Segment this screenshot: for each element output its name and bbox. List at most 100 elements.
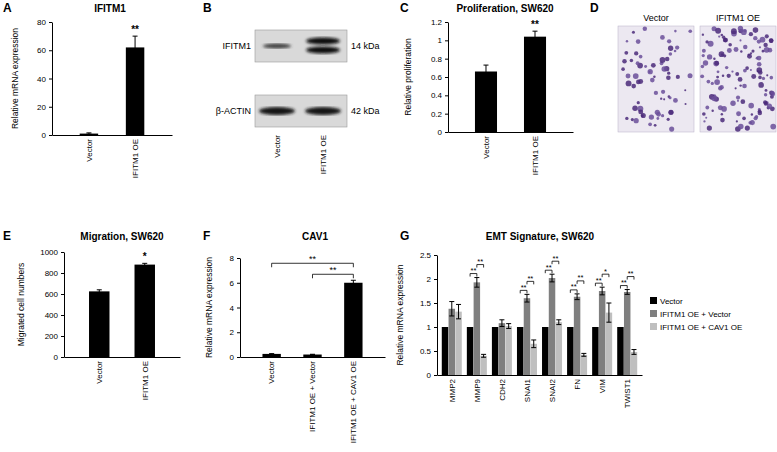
micrograph-frame bbox=[700, 26, 776, 132]
error-bar bbox=[550, 274, 555, 282]
error-bar-cap bbox=[351, 280, 356, 281]
x-axis-line bbox=[53, 135, 173, 136]
y-tick-label: 0.5 bbox=[420, 347, 432, 356]
error-bar-stem bbox=[633, 350, 634, 355]
x-axis: MMP2MMP9CDH2SNAI1SNAI2FNVIMTWIST1 bbox=[438, 375, 643, 408]
error-bar-cap bbox=[481, 354, 486, 355]
stained-cell bbox=[739, 39, 741, 41]
stained-cell bbox=[745, 66, 749, 70]
stained-cell bbox=[745, 126, 750, 131]
y-tick-label: 0 bbox=[54, 353, 59, 362]
x-tick: CDH2 bbox=[498, 375, 507, 401]
blot-size-label: 14 kDa bbox=[351, 41, 380, 51]
x-tick-label: IFITM1 OE + Vector bbox=[308, 361, 317, 432]
stained-cell bbox=[668, 46, 673, 51]
annotations: * bbox=[143, 251, 147, 262]
y-tick-mark bbox=[237, 357, 240, 358]
significance-label: ** bbox=[546, 263, 552, 272]
stained-cell bbox=[630, 59, 634, 63]
stained-cell bbox=[661, 66, 667, 72]
stained-cell bbox=[654, 124, 657, 127]
x-axis-line bbox=[438, 375, 643, 376]
plot-area bbox=[442, 274, 637, 375]
stained-cell bbox=[688, 29, 692, 33]
error-bar-cap bbox=[524, 294, 529, 295]
y-tick: 0.6 bbox=[431, 73, 448, 82]
y-tick: 20 bbox=[37, 103, 52, 112]
stained-cell bbox=[763, 43, 767, 47]
error-bar-cap bbox=[600, 294, 605, 295]
y-axis: 00.20.40.60.811.2 bbox=[431, 18, 449, 137]
bar bbox=[517, 327, 523, 375]
error-bar-cap bbox=[269, 354, 274, 355]
y-tick-mark bbox=[445, 40, 448, 41]
x-tick: Vector bbox=[267, 357, 276, 384]
blot-band bbox=[259, 107, 295, 115]
legend-label: Vector bbox=[660, 297, 683, 306]
stained-cell bbox=[636, 39, 641, 44]
significance-label: * bbox=[143, 251, 147, 262]
bar bbox=[549, 278, 555, 375]
stained-cell bbox=[667, 118, 670, 121]
bar bbox=[499, 323, 505, 375]
stained-cell bbox=[684, 89, 686, 91]
stained-cell bbox=[660, 98, 662, 100]
stained-cell bbox=[718, 105, 723, 110]
error-bar-cap bbox=[556, 324, 561, 325]
stained-cell bbox=[634, 118, 639, 123]
significance-label: ** bbox=[477, 257, 483, 266]
bar bbox=[556, 322, 562, 375]
stained-cell bbox=[762, 77, 765, 80]
stained-cell bbox=[668, 96, 671, 99]
stained-cell bbox=[740, 50, 742, 52]
bar bbox=[542, 327, 548, 375]
chart-title: Migration, SW620 bbox=[80, 231, 164, 242]
error-bar bbox=[481, 354, 486, 357]
stained-cell bbox=[730, 100, 735, 105]
stained-cell bbox=[722, 74, 725, 77]
stained-cell bbox=[753, 36, 757, 40]
stained-cell bbox=[700, 74, 704, 78]
error-bar-cap bbox=[600, 287, 605, 288]
plot-area bbox=[262, 280, 362, 357]
error-bar bbox=[351, 280, 356, 285]
bar bbox=[524, 298, 530, 375]
x-axis-line bbox=[449, 132, 574, 133]
stained-cell bbox=[768, 48, 773, 53]
stained-cell bbox=[705, 117, 707, 119]
stained-cell bbox=[668, 110, 673, 115]
significance-label: ** bbox=[578, 273, 584, 282]
stained-cell bbox=[737, 100, 739, 102]
x-tick-label: SNAI1 bbox=[523, 378, 532, 402]
bar bbox=[599, 291, 605, 375]
stained-cell bbox=[702, 34, 704, 36]
significance-label: ** bbox=[596, 276, 602, 285]
error-bar bbox=[456, 304, 461, 318]
stained-cell bbox=[660, 57, 666, 63]
annotations: ** bbox=[131, 24, 139, 35]
bar bbox=[262, 354, 280, 357]
error-bar bbox=[97, 290, 102, 293]
error-bar-cap bbox=[499, 326, 504, 327]
error-bar-stem bbox=[608, 303, 609, 322]
error-bar bbox=[556, 320, 561, 325]
stained-cell bbox=[632, 106, 637, 111]
error-bar-stem bbox=[451, 302, 452, 316]
stained-cell bbox=[667, 39, 671, 43]
stained-cell bbox=[648, 69, 653, 74]
error-bar bbox=[531, 340, 536, 348]
stained-cell bbox=[758, 76, 762, 80]
error-bar-cap bbox=[474, 287, 479, 288]
micrograph-label: IFITM1 OE bbox=[716, 13, 760, 23]
y-tick-mark bbox=[61, 273, 64, 274]
y-tick-mark bbox=[445, 22, 448, 23]
y-axis-title: Migrated cell numbers bbox=[16, 263, 26, 347]
annotations: **** bbox=[272, 254, 354, 278]
stained-cell bbox=[747, 54, 752, 59]
y-tick-label: 0 bbox=[438, 128, 443, 137]
stained-cell bbox=[651, 63, 656, 68]
y-tick-mark bbox=[434, 279, 437, 280]
y-tick-label: 600 bbox=[45, 290, 59, 299]
y-tick-label: 1 bbox=[427, 323, 432, 332]
stained-cell bbox=[725, 66, 728, 69]
